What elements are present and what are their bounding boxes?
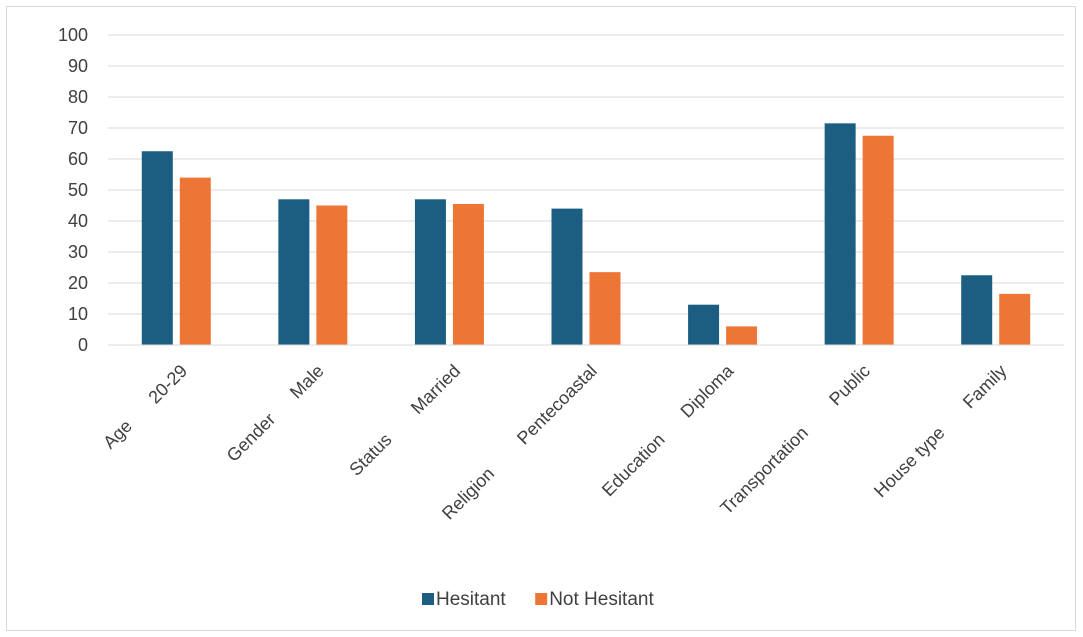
y-tick-label: 0 (78, 335, 88, 355)
x-category-group-label: House type (870, 423, 949, 502)
x-category-value-label: Diploma (677, 360, 739, 422)
x-category-group-label: Status (345, 429, 395, 479)
y-tick-label: 40 (68, 211, 88, 231)
bar-hesitant (824, 123, 856, 345)
y-tick-label: 100 (58, 25, 88, 45)
bar-hesitant (414, 199, 446, 345)
y-axis-tick-labels: 0 10 20 30 40 50 60 70 80 90 100 (58, 25, 88, 355)
bar-hesitant (278, 199, 310, 345)
bar-hesitant (551, 208, 583, 345)
bar-not-hesitant (862, 135, 894, 345)
y-tick-label: 50 (68, 180, 88, 200)
bar-not-hesitant (452, 203, 484, 345)
x-category-group-label: Religion (438, 463, 498, 523)
y-tick-label: 10 (68, 304, 88, 324)
y-tick-label: 80 (68, 87, 88, 107)
bars (141, 123, 1031, 345)
x-category-value-label: 20-29 (144, 361, 191, 408)
bar-not-hesitant (726, 326, 758, 345)
x-category-value-label: Married (407, 361, 464, 418)
y-tick-label: 20 (68, 273, 88, 293)
x-category-group-label: Gender (223, 409, 280, 466)
y-tick-label: 90 (68, 56, 88, 76)
y-tick-label: 30 (68, 242, 88, 262)
x-category-group-label: Transportation (716, 423, 812, 519)
bar-not-hesitant (999, 293, 1031, 345)
x-category-value-label: Family (959, 361, 1011, 413)
x-category-value-label: Male (286, 361, 328, 403)
legend: Hesitant Not Hesitant (422, 589, 654, 610)
x-category-value-label: Pentecoastal (513, 361, 601, 449)
legend-swatch (535, 593, 548, 605)
bar-not-hesitant (316, 205, 348, 345)
bar-not-hesitant (589, 272, 621, 345)
bar-hesitant (961, 275, 993, 345)
bar-not-hesitant (179, 177, 211, 345)
y-tick-label: 70 (68, 118, 88, 138)
legend-swatch (422, 593, 434, 605)
bar-hesitant (141, 151, 173, 345)
legend-label: Hesitant (436, 589, 506, 610)
bar-hesitant (688, 304, 720, 345)
gridlines (108, 34, 1064, 315)
y-tick-label: 60 (68, 149, 88, 169)
legend-label: Not Hesitant (549, 589, 654, 610)
x-category-group-label: Education (598, 429, 669, 500)
x-category-group-label: Age (99, 416, 136, 453)
x-category-value-label: Public (825, 361, 874, 410)
